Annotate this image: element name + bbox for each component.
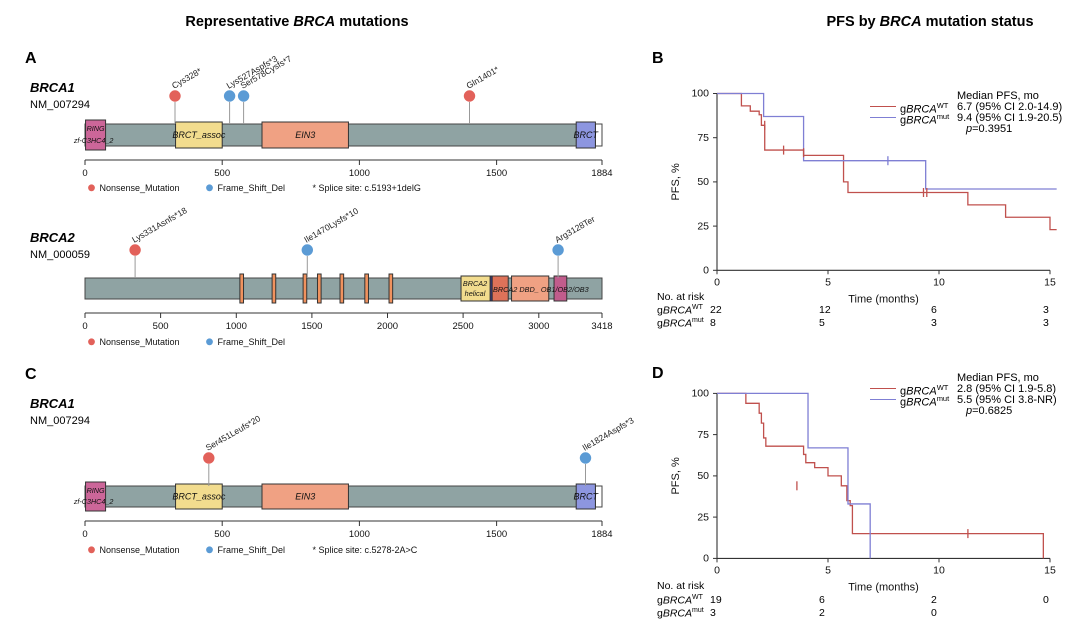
svg-text:5: 5 [825,564,831,576]
svg-text:PFS, %: PFS, % [670,457,682,495]
svg-text:Ile1824Aspfs*3: Ile1824Aspfs*3 [581,415,636,453]
svg-text:zf-C3HC4_2: zf-C3HC4_2 [73,136,114,145]
svg-text:1000: 1000 [226,321,247,332]
svg-text:BRCA1: BRCA1 [30,80,75,95]
svg-text:1884: 1884 [591,529,612,540]
svg-text:1500: 1500 [486,168,507,179]
svg-text:NM_007294: NM_007294 [30,415,90,427]
svg-text:3418: 3418 [591,321,612,332]
svg-text:15: 15 [1044,564,1056,576]
svg-text:1884: 1884 [591,168,612,179]
svg-text:0: 0 [82,321,87,332]
svg-text:zf-C3HC4_2: zf-C3HC4_2 [73,497,114,506]
svg-text:500: 500 [214,529,230,540]
svg-text:50: 50 [697,470,709,482]
svg-text:2000: 2000 [377,321,398,332]
svg-text:0: 0 [82,168,87,179]
svg-text:NM_000059: NM_000059 [30,249,90,261]
svg-text:Time (months): Time (months) [848,581,919,593]
svg-text:75: 75 [697,429,709,441]
svg-text:Ile1470Lysfs*10: Ile1470Lysfs*10 [302,206,360,245]
svg-text:helical: helical [465,289,486,298]
svg-text:* Splice site: c.5278-2A>C: * Splice site: c.5278-2A>C [313,545,418,555]
svg-text:Ser451Leufs*20: Ser451Leufs*20 [204,413,263,453]
svg-text:BRCT_assoc: BRCT_assoc [172,130,226,140]
svg-text:500: 500 [153,321,169,332]
svg-text:Frame_Shift_Del: Frame_Shift_Del [218,337,286,347]
svg-text:10: 10 [933,564,945,576]
svg-text:1500: 1500 [301,321,322,332]
svg-text:Lys331Asnfs*18: Lys331Asnfs*18 [130,205,189,245]
svg-text:RING: RING [87,124,105,133]
svg-text:0: 0 [703,553,709,565]
svg-text:500: 500 [214,168,230,179]
svg-text:Nonsense_Mutation: Nonsense_Mutation [100,545,180,555]
svg-text:1000: 1000 [349,529,370,540]
svg-text:EIN3: EIN3 [295,492,315,502]
svg-text:1000: 1000 [349,168,370,179]
svg-text:BRCA2: BRCA2 [30,230,76,245]
svg-text:0: 0 [714,564,720,576]
svg-text:3000: 3000 [528,321,549,332]
svg-text:* Splice site: c.5193+1delG: * Splice site: c.5193+1delG [313,183,421,193]
svg-text:25: 25 [697,511,709,523]
svg-text:0: 0 [82,529,87,540]
svg-text:Nonsense_Mutation: Nonsense_Mutation [100,183,180,193]
svg-text:2500: 2500 [453,321,474,332]
svg-text:BRCA2 DBD_ OB1/OB2/OB3: BRCA2 DBD_ OB1/OB2/OB3 [493,285,589,294]
svg-text:Nonsense_Mutation: Nonsense_Mutation [100,337,180,347]
svg-text:Frame_Shift_Del: Frame_Shift_Del [218,183,286,193]
svg-text:EIN3: EIN3 [295,130,315,140]
svg-text:Cys328*: Cys328* [170,66,204,91]
svg-text:NM_007294: NM_007294 [30,99,90,111]
svg-text:Gln1401*: Gln1401* [465,64,502,91]
svg-text:Arg3128Ter: Arg3128Ter [553,214,597,245]
svg-text:100: 100 [691,388,709,400]
svg-text:BRCT_assoc: BRCT_assoc [172,492,226,502]
svg-text:BRCA2: BRCA2 [463,279,487,288]
svg-text:RING: RING [87,486,105,495]
svg-text:1500: 1500 [486,529,507,540]
svg-text:Frame_Shift_Del: Frame_Shift_Del [218,545,286,555]
svg-text:BRCA1: BRCA1 [30,396,75,411]
svg-text:BRCT: BRCT [574,130,600,140]
svg-text:BRCT: BRCT [574,492,600,502]
